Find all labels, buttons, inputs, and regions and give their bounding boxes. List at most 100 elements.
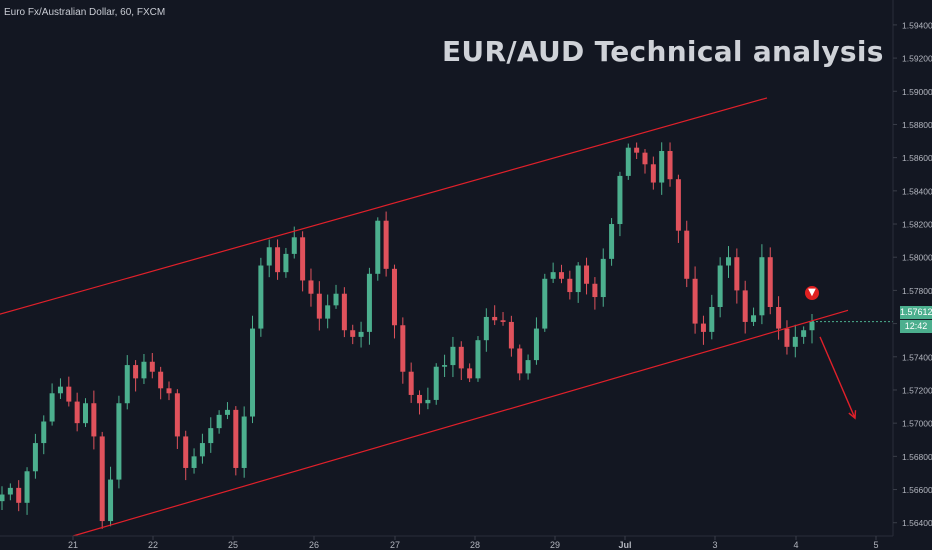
channel-lines <box>0 97 849 537</box>
candle-body <box>32 443 38 472</box>
candle-body <box>525 360 531 374</box>
candle-body <box>650 164 656 183</box>
candle-body <box>458 346 464 369</box>
candle-body <box>751 315 757 322</box>
candle-body <box>275 247 281 273</box>
x-tick-label: 27 <box>390 540 400 550</box>
y-tick-label: 1.58800 <box>902 120 932 130</box>
candle-body <box>584 265 590 284</box>
x-tick-label: 22 <box>148 540 158 550</box>
projection-line[interactable] <box>819 336 856 419</box>
candle-body <box>642 152 648 165</box>
candle-countdown-badge: 12:42 <box>900 320 932 333</box>
candle-body <box>300 237 306 281</box>
candle-body <box>550 272 556 279</box>
candle-body <box>383 220 389 269</box>
x-tick-label: 26 <box>309 540 319 550</box>
candle-body <box>0 494 5 502</box>
y-tick-label: 1.59000 <box>902 87 932 97</box>
x-tick-label: 29 <box>550 540 560 550</box>
chart-header: Euro Fx/Australian Dollar, 60, FXCM <box>4 7 166 18</box>
candle-body <box>24 471 30 503</box>
candle-body <box>350 330 356 337</box>
candle-body <box>91 403 97 437</box>
x-tick-label: 4 <box>793 540 798 550</box>
channel-line[interactable] <box>0 97 768 316</box>
candle-body <box>692 278 698 324</box>
candle-body <box>809 321 815 331</box>
candle-body <box>792 336 798 347</box>
candle-body <box>709 306 715 332</box>
candle-body <box>366 273 372 332</box>
candle-body <box>308 280 314 294</box>
projection-arrow <box>812 321 893 420</box>
x-tick-label: 21 <box>68 540 78 550</box>
candle-body <box>634 147 640 153</box>
y-tick-label: 1.56800 <box>902 452 932 462</box>
candle-body <box>199 443 205 457</box>
candle-body <box>74 401 80 424</box>
candle-body <box>291 237 297 254</box>
candle-body <box>776 306 782 329</box>
candle-body <box>341 293 347 331</box>
candle-body <box>725 257 731 266</box>
candle-body <box>141 361 147 379</box>
candle-body <box>500 320 506 322</box>
candle-body <box>801 330 807 337</box>
candle-body <box>208 428 214 444</box>
candle-body <box>759 257 765 316</box>
channel-line[interactable] <box>72 309 849 537</box>
candle-body <box>358 331 364 337</box>
candle-body <box>667 151 673 180</box>
candle-body <box>224 409 230 415</box>
candle-body <box>133 365 139 379</box>
candle-body <box>417 394 423 404</box>
candle-body <box>508 321 514 349</box>
x-tick-label: 28 <box>470 540 480 550</box>
down-arrow-circle-icon: ▼ <box>805 286 819 300</box>
candle-body <box>191 456 197 468</box>
candle-body <box>316 293 322 319</box>
candle-body <box>325 305 331 319</box>
candle-body <box>617 175 623 225</box>
x-tick-label: 25 <box>228 540 238 550</box>
candle-body <box>375 220 381 274</box>
candle-body <box>99 436 105 522</box>
candle-body <box>600 258 606 298</box>
candle-body <box>400 325 406 372</box>
candle-body <box>742 290 748 322</box>
y-tick-label: 1.57800 <box>902 286 932 296</box>
y-tick-label: 1.58000 <box>902 253 932 263</box>
candle-body <box>258 265 264 329</box>
candles <box>0 142 815 529</box>
candle-body <box>734 257 740 291</box>
candle-body <box>158 371 164 389</box>
candle-body <box>49 393 55 422</box>
candle-body <box>408 371 414 395</box>
candle-body <box>517 348 523 374</box>
candle-body <box>542 278 548 329</box>
candle-body <box>216 414 222 429</box>
candle-body <box>625 147 631 176</box>
candle-body <box>241 416 247 468</box>
candle-body <box>659 151 665 183</box>
x-axis[interactable]: 21 22 25 26 27 28 29 Jul 3 4 5 <box>68 536 879 550</box>
projection-arrowhead <box>848 410 857 420</box>
candle-body <box>475 340 481 379</box>
candle-body <box>124 365 130 404</box>
candle-body <box>684 230 690 279</box>
x-tick-label: 5 <box>873 540 878 550</box>
candle-body <box>149 361 155 372</box>
y-tick-label: 1.59400 <box>902 20 932 30</box>
candle-body <box>492 316 498 321</box>
candle-body <box>675 179 681 231</box>
candle-body <box>558 272 564 279</box>
y-tick-label: 1.57000 <box>902 419 932 429</box>
chart-overlay-title: EUR/AUD Technical analysis <box>442 35 884 68</box>
y-tick-label: 1.59200 <box>902 54 932 64</box>
candle-body <box>391 268 397 326</box>
candle-body <box>592 283 598 298</box>
candle-body <box>784 328 790 347</box>
